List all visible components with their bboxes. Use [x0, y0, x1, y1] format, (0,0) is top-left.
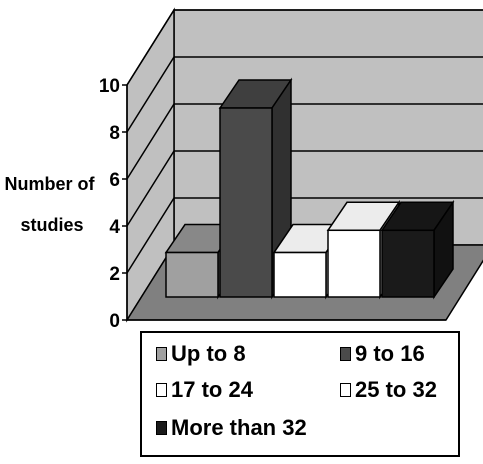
- legend-label: 17 to 24: [171, 377, 253, 402]
- y-tick-label-4: 4: [109, 217, 120, 238]
- bar-front: [165, 251, 219, 298]
- legend-label: More than 32: [171, 415, 307, 440]
- y-tick-label-8: 8: [109, 123, 120, 144]
- gridline-6: [126, 103, 483, 180]
- y-axis-label-line1: Number of: [4, 174, 95, 194]
- legend-label: Up to 8: [171, 341, 246, 366]
- y-axis-label: Number of studies: [4, 174, 99, 235]
- legend-swatch: [340, 347, 351, 361]
- y-tick-label-2: 2: [109, 264, 120, 285]
- bar-9-to-16: [218, 77, 293, 300]
- legend: Up to 8 9 to 16 17 to 24 25 to 32 More than …: [140, 331, 460, 457]
- legend-item: 17 to 24: [156, 377, 253, 403]
- bar-front: [219, 107, 273, 298]
- gridline-10: [126, 9, 483, 86]
- legend-item: Up to 8: [156, 341, 246, 367]
- gridlines: [126, 9, 483, 274]
- y-tick-label-0: 0: [109, 311, 120, 332]
- legend-label: 25 to 32: [355, 377, 437, 402]
- y-axis: [122, 84, 446, 321]
- y-axis-label-line2: studies: [20, 215, 83, 235]
- gridline-2: [126, 197, 483, 274]
- y-tick-labels: 0 2 4 6 8 10: [99, 76, 121, 332]
- legend-item: More than 32: [156, 415, 307, 441]
- legend-swatch: [156, 383, 167, 397]
- bars: [164, 77, 455, 300]
- legend-swatch: [156, 421, 167, 435]
- gridline-4: [126, 150, 483, 227]
- legend-label: 9 to 16: [355, 341, 425, 366]
- gridline-8: [126, 56, 483, 133]
- bar-more-than-32: [380, 199, 455, 300]
- legend-item: 25 to 32: [340, 377, 437, 403]
- y-tick-label-6: 6: [109, 170, 120, 191]
- bar-front: [327, 229, 381, 298]
- bar-front: [273, 251, 327, 298]
- y-tick-label-10: 10: [99, 76, 120, 97]
- legend-item: 9 to 16: [340, 341, 425, 367]
- legend-swatch: [340, 383, 351, 397]
- legend-swatch: [156, 347, 167, 361]
- bar-front: [381, 229, 435, 298]
